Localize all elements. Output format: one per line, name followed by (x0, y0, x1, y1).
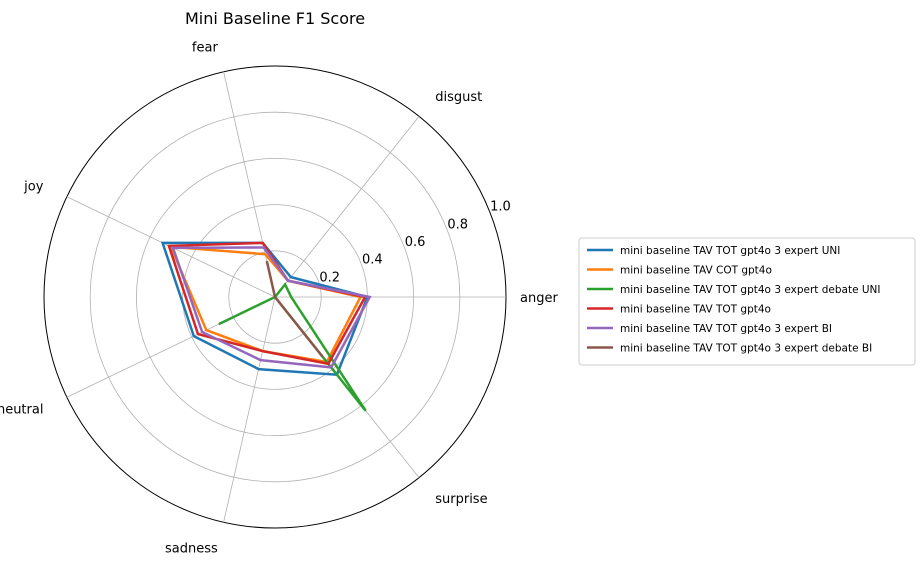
radar-series (160, 241, 372, 412)
category-label: sadness (165, 542, 218, 557)
chart-title: Mini Baseline F1 Score (185, 9, 365, 28)
r-tick-label: 1.0 (490, 200, 511, 215)
radar-spoke (223, 296, 276, 523)
r-tick-label: 0.6 (405, 235, 426, 250)
series-line (265, 260, 324, 358)
category-label: joy (23, 179, 44, 194)
r-tick-label: 0.4 (362, 253, 383, 268)
r-tick-label: 0.2 (319, 270, 340, 285)
series-line (168, 245, 363, 364)
category-label: anger (520, 291, 558, 306)
r-tick-label: 0.8 (447, 217, 468, 232)
category-label: neutral (0, 403, 43, 418)
category-label: fear (192, 40, 219, 55)
legend-label: mini baseline TAV TOT gpt4o 3 expert deb… (620, 284, 881, 296)
legend-label: mini baseline TAV TOT gpt4o 3 expert BI (620, 323, 832, 335)
series-line (218, 282, 367, 412)
radar-spoke (223, 71, 276, 298)
legend-label: mini baseline TAV TOT gpt4o 3 expert UNI (620, 245, 840, 257)
legend-label: mini baseline TAV TOT gpt4o (620, 304, 771, 316)
radar-spoke (274, 116, 420, 298)
series-fill (266, 261, 323, 357)
series-line (171, 246, 372, 369)
legend-label: mini baseline TAV COT gpt4o (620, 265, 772, 277)
legend-box (578, 237, 916, 366)
radar-labels: 0.2 0.4 0.6 0.8 1.0 anger disgust fear joy neutra… (0, 40, 558, 556)
category-label: disgust (435, 90, 482, 105)
legend-label: mini baseline TAV TOT gpt4o 3 expert deb… (620, 343, 872, 355)
series-line (160, 241, 370, 377)
category-label: surprise (435, 492, 487, 507)
legend: mini baseline TAV TOT gpt4o 3 expert UNI… (578, 237, 916, 366)
